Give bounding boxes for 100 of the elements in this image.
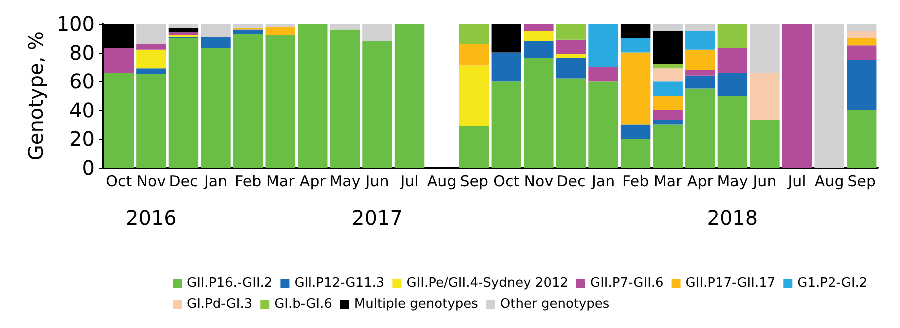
bar (620, 24, 651, 38)
bar (104, 72, 134, 168)
bar (620, 38, 651, 53)
y-tick-label: 60 (70, 70, 95, 94)
bar (492, 24, 522, 53)
bar (201, 48, 231, 168)
x-tick-label: Aug (427, 172, 457, 190)
bar (653, 120, 683, 125)
bar (686, 50, 716, 70)
legend-label: Other genotypes (500, 297, 610, 312)
bar (718, 24, 748, 48)
bar (168, 24, 199, 28)
legend-label: Multiple genotypes (354, 297, 479, 312)
bar (653, 31, 683, 64)
bar (330, 24, 360, 30)
x-tick-label: Jan (203, 172, 228, 190)
bar (168, 38, 199, 168)
bar (460, 126, 490, 168)
bar (136, 74, 166, 168)
bar (136, 44, 166, 50)
bar (620, 52, 651, 125)
bar (847, 31, 877, 38)
x-tick-label: Apr (687, 172, 714, 190)
bar (460, 44, 490, 66)
bar (168, 28, 199, 33)
x-tick-label: Mar (266, 172, 296, 190)
bar (136, 50, 166, 69)
bar (460, 66, 490, 126)
bar (330, 30, 360, 168)
bar (847, 110, 877, 168)
bar (266, 36, 296, 168)
bar (653, 110, 683, 120)
bar (718, 72, 748, 96)
x-tick-label: Jun (364, 172, 390, 190)
bar (750, 24, 780, 73)
bar (653, 96, 683, 110)
bar (266, 24, 296, 27)
bar (847, 24, 877, 32)
bar (524, 58, 554, 168)
bar (653, 124, 683, 168)
bar (362, 24, 392, 42)
bar (718, 48, 748, 73)
bar (686, 31, 716, 50)
bar (750, 120, 780, 168)
bar (686, 70, 716, 76)
bar (362, 41, 392, 168)
bar (847, 46, 877, 60)
bar (201, 24, 231, 37)
bar (782, 24, 812, 168)
x-tick-label: Feb (622, 172, 650, 190)
x-tick-label: Mar (654, 172, 684, 190)
bar (524, 31, 554, 42)
bar (556, 40, 586, 54)
bar (266, 26, 296, 36)
x-tick-label: Jun (752, 172, 777, 190)
text: 2018 (707, 206, 758, 230)
y-tick-label: 20 (70, 127, 95, 152)
bar (298, 24, 328, 168)
legend-label: GI.b-GI.6 (274, 297, 332, 312)
x-tick-label: Apr (300, 172, 327, 190)
bar (847, 38, 877, 46)
bar (653, 24, 683, 32)
bar (556, 58, 586, 79)
bar (718, 96, 748, 168)
bar (556, 54, 586, 59)
x-tick-label: Oct (106, 172, 132, 190)
bar (524, 41, 554, 59)
x-tick-label: Jul (400, 172, 419, 190)
legend-label: GI.Pd-GI.3 (187, 297, 253, 312)
y-tick-label: 40 (70, 98, 95, 122)
x-tick-label: Nov (524, 172, 554, 190)
x-tick-label: May (330, 172, 361, 190)
bar (394, 24, 425, 168)
bar (588, 24, 618, 68)
x-tick-label: May (717, 172, 748, 190)
x-tick-label: Feb (235, 172, 262, 190)
bar (233, 34, 264, 168)
legend-label: GII.P16.-GII.2 (187, 276, 273, 291)
y-tick-label: 80 (70, 40, 95, 65)
x-tick-label: Jan (590, 172, 616, 190)
x-tick-label: Jul (787, 172, 806, 190)
bar (686, 88, 716, 168)
legend-label: GII.Pe/GII.4-Sydney 2012 (406, 276, 569, 291)
x-tick-label: Sep (848, 172, 876, 190)
legend-label: G1.P2-GI.2 (798, 276, 868, 291)
bar (233, 30, 264, 34)
bar (233, 24, 264, 28)
bar (847, 60, 877, 110)
bar (492, 52, 522, 82)
bar (136, 24, 166, 44)
y-tick-label: 0 (82, 156, 95, 180)
bar (168, 32, 199, 36)
x-tick-label: Nov (136, 172, 166, 190)
bar (686, 24, 716, 32)
legend-label: Gll.P12-G11.3 (294, 276, 385, 291)
bar (556, 78, 586, 168)
x-tick-label: Sep (460, 172, 488, 190)
text: 2017 (352, 206, 403, 230)
bar (653, 68, 683, 82)
bar (556, 24, 586, 40)
